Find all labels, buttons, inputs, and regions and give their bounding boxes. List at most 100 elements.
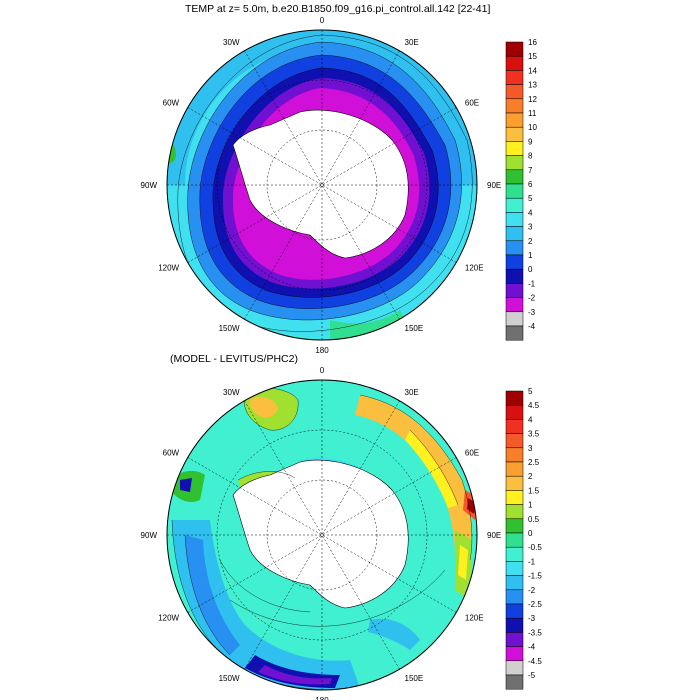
panel1-colorbar-box	[505, 126, 524, 142]
panel1-colorbar-box	[505, 311, 524, 327]
panel1-colorbar-label: 2	[528, 237, 533, 246]
panel2-colorbar-box	[505, 561, 524, 576]
panel2-title: (MODEL - LEVITUS/PHC2)	[170, 353, 298, 365]
panel2-colorbar-box	[505, 646, 524, 662]
panel2-colorbar-label: 5	[528, 387, 533, 396]
panel2-lon-label: 120W	[158, 614, 179, 623]
panel2-colorbar-label: 2	[528, 472, 533, 481]
panel1-lon-label: 30W	[223, 38, 240, 47]
panel1-lon-label: 150E	[405, 324, 424, 333]
panel2-colorbar-box	[505, 603, 524, 619]
panel2-lon-label: 90E	[487, 531, 501, 540]
panel2-lon-label: 60E	[465, 449, 479, 458]
panel1-colorbar-box	[505, 297, 524, 313]
panel2-colorbar-box	[505, 504, 524, 520]
panel2-colorbar-label: -0.5	[528, 543, 542, 552]
panel2-lon-label: 150E	[405, 674, 424, 683]
panel1-lon-label: 0	[320, 16, 325, 25]
panel1-colorbar-label: 6	[528, 180, 533, 189]
panel2-colorbar-label: -1.5	[528, 572, 542, 581]
panel1-colorbar-box	[505, 183, 524, 199]
panel1-colorbar-label: -2	[528, 294, 536, 303]
panel2-colorbar-box	[505, 419, 524, 434]
panel2-colorbar-box	[505, 447, 524, 463]
panel2-colorbar-label: 0.5	[528, 515, 540, 524]
panel1-colorbar-box	[505, 226, 524, 242]
panel1-colorbar-box	[505, 283, 524, 298]
panel2-colorbar-label: 0	[528, 529, 533, 538]
panel1-colorbar-box	[505, 41, 524, 57]
panel2-colorbar-box	[505, 532, 524, 548]
panel2-lon-label: 30W	[223, 388, 240, 397]
panel2-colorbar-label: -2	[528, 586, 536, 595]
panel1-colorbar-box	[505, 84, 524, 100]
panel2-colorbar: 5 4.5 4 3.5 3 2.5 2 1.5 1 0.5 0 -0.5 -1 -1.5 -2 -2.5 -3 -…	[505, 387, 542, 690]
panel1-colorbar-label: 8	[528, 152, 533, 161]
panel1-colorbar-box	[505, 55, 524, 71]
panel2-colorbar-label: 3	[528, 444, 533, 453]
panel2-colorbar-box	[505, 433, 524, 449]
panel1-colorbar-label: 5	[528, 194, 533, 203]
panel2-colorbar-label: -4	[528, 643, 536, 652]
panel2-colorbar-box	[505, 490, 524, 505]
panel2-colorbar-label: 2.5	[528, 458, 540, 467]
panel1-colorbar-box	[505, 169, 524, 185]
panel1-title: TEMP at z= 5.0m, b.e20.B1850.f09_g16.pi_…	[185, 3, 491, 15]
panel1-lon-label: 60W	[163, 99, 180, 108]
panel2-colorbar-box	[505, 575, 524, 591]
panel2-colorbar-box	[505, 660, 524, 676]
panel2-colorbar-box	[505, 475, 524, 491]
panel2-colorbar-box	[505, 390, 524, 406]
panel1-colorbar-label: 10	[528, 123, 537, 132]
panel2-colorbar-label: -5	[528, 671, 536, 680]
panel1-colorbar-box	[505, 212, 524, 227]
panel1-colorbar-box	[505, 155, 524, 171]
panel2-colorbar-label: 1	[528, 501, 533, 510]
panel2-colorbar-label: -3.5	[528, 628, 542, 637]
panel1-lon-label: 60E	[465, 99, 479, 108]
panel2-colorbar-label: 4.5	[528, 401, 540, 410]
panel2-colorbar-label: 3.5	[528, 430, 540, 439]
panel1-colorbar-label: 16	[528, 38, 537, 47]
panel1-lon-label: 120W	[158, 264, 179, 273]
panel1-colorbar-label: -4	[528, 322, 536, 331]
panel2-lon-label: 150W	[219, 674, 240, 683]
panel2-colorbar-label: -2.5	[528, 600, 542, 609]
panel2-colorbar-label: 1.5	[528, 486, 540, 495]
panel2-colorbar-box	[505, 632, 524, 647]
panel2-lon-label: 30E	[405, 388, 419, 397]
panel1-colorbar-label: 13	[528, 81, 537, 90]
panel2-colorbar-label: 4	[528, 415, 533, 424]
panel2-lon-label: 90W	[141, 531, 158, 540]
panel1-colorbar-box	[505, 98, 524, 114]
panel2-lon-label: 60W	[163, 449, 180, 458]
panel2-colorbar-box	[505, 589, 524, 605]
panel2-colorbar-box	[505, 461, 524, 477]
panel2-longitude-labels: 0 30E 60E 90E 120E 150E 180 150W 120W 90W 60W 30W	[141, 366, 502, 700]
panel1-colorbar-box	[505, 112, 524, 128]
panel2-colorbar-box	[505, 674, 524, 690]
panel1-colorbar-box	[505, 268, 524, 284]
panel2-colorbar-box	[505, 617, 524, 633]
panel2-colorbar-box	[505, 546, 524, 562]
panel2-map	[167, 380, 477, 690]
panel1-colorbar-label: 7	[528, 166, 533, 175]
panel2-lon-label: 120E	[465, 614, 484, 623]
panel1-colorbar-label: 11	[528, 109, 537, 118]
panel1-lon-label: 90W	[141, 181, 158, 190]
panel1-colorbar-label: 15	[528, 52, 537, 61]
panel2-colorbar-box	[505, 518, 524, 534]
panel2-lon-label: 180	[315, 696, 329, 700]
panel1-colorbar-label: 1	[528, 251, 533, 260]
panel1-colorbar-box	[505, 254, 524, 270]
panel1-colorbar-label: 4	[528, 208, 533, 217]
panel2-colorbar-label: -4.5	[528, 657, 542, 666]
panel1-colorbar-label: 14	[528, 66, 537, 75]
panel1-colorbar-label: 12	[528, 95, 537, 104]
panel1-colorbar-box	[505, 197, 524, 213]
panel1-colorbar-box	[505, 240, 524, 256]
panel1-longitude-labels: 0 30E 60E 90E 120E 150E 180 150W 120W 90W 60W 30W	[141, 16, 502, 355]
panel2-colorbar-box	[505, 404, 524, 420]
